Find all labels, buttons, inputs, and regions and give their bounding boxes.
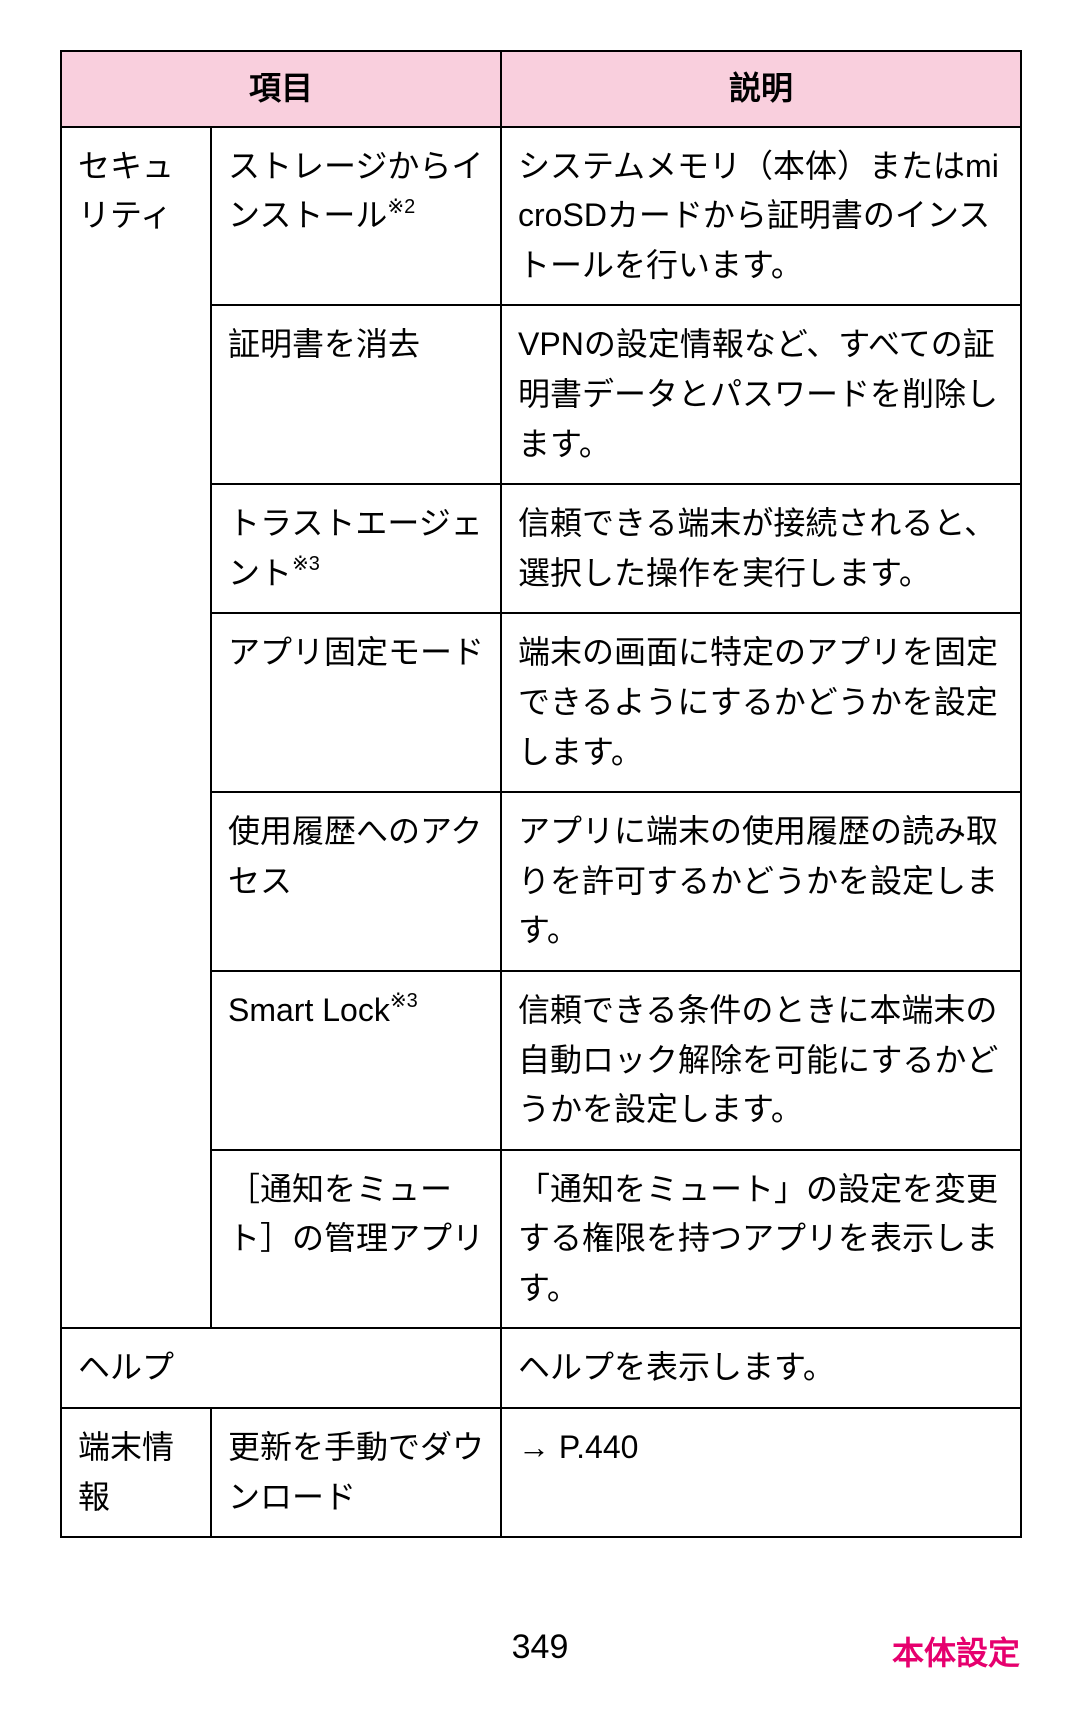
item-cell: ストレージからインストール※2 xyxy=(211,127,501,306)
desc-cell: 信頼できる端末が接続されると、選択した操作を実行します。 xyxy=(501,484,1021,613)
header-description: 説明 xyxy=(501,51,1021,127)
item-label: 証明書を消去 xyxy=(228,326,420,362)
desc-cell: 端末の画面に特定のアプリを固定できるようにするかどうかを設定します。 xyxy=(501,613,1021,792)
item-label: ［通知をミュート］の管理アプリ xyxy=(228,1171,484,1257)
help-item: ヘルプ xyxy=(61,1328,501,1408)
item-sup: ※2 xyxy=(387,196,415,218)
item-label: Smart Lock xyxy=(228,992,390,1028)
item-cell: トラストエージェント※3 xyxy=(211,484,501,613)
desc-cell: アプリに端末の使用履歴の読み取りを許可するかどうかを設定します。 xyxy=(501,792,1021,971)
desc-cell: VPNの設定情報など、すべての証明書データとパスワードを削除します。 xyxy=(501,305,1021,484)
settings-table-container: 項目 説明 セキュリティ ストレージからインストール※2 システムメモリ（本体）… xyxy=(60,50,1020,1538)
item-sup: ※3 xyxy=(292,553,320,575)
item-label: ストレージからインストール xyxy=(228,148,483,234)
desc-cell: 信頼できる条件のときに本端末の自動ロック解除を可能にするかどうかを設定します。 xyxy=(501,971,1021,1150)
update-desc: → P.440 xyxy=(501,1408,1021,1537)
header-item: 項目 xyxy=(61,51,501,127)
item-cell: Smart Lock※3 xyxy=(211,971,501,1150)
desc-cell: システムメモリ（本体）またはmicroSDカードから証明書のインストールを行いま… xyxy=(501,127,1021,306)
help-desc: ヘルプを表示します。 xyxy=(501,1328,1021,1408)
table-row-help: ヘルプ ヘルプを表示します。 xyxy=(61,1328,1021,1408)
desc-cell: 「通知をミュート」の設定を変更する権限を持つアプリを表示します。 xyxy=(501,1150,1021,1329)
item-label: 使用履歴へのアクセス xyxy=(228,813,482,899)
category-security: セキュリティ xyxy=(61,127,211,1329)
page-footer: 349 本体設定 xyxy=(0,1628,1080,1688)
table-header-row: 項目 説明 xyxy=(61,51,1021,127)
item-cell: 使用履歴へのアクセス xyxy=(211,792,501,971)
item-sup: ※3 xyxy=(390,990,418,1012)
item-label: アプリ固定モード xyxy=(228,634,484,670)
table-row: セキュリティ ストレージからインストール※2 システムメモリ（本体）またはmic… xyxy=(61,127,1021,306)
category-device-info: 端末情報 xyxy=(61,1408,211,1537)
page-number: 349 xyxy=(512,1628,569,1667)
update-item: 更新を手動でダウンロード xyxy=(211,1408,501,1537)
section-label: 本体設定 xyxy=(892,1628,1020,1674)
item-cell: アプリ固定モード xyxy=(211,613,501,792)
item-cell: 証明書を消去 xyxy=(211,305,501,484)
item-cell: ［通知をミュート］の管理アプリ xyxy=(211,1150,501,1329)
table-row-update: 端末情報 更新を手動でダウンロード → P.440 xyxy=(61,1408,1021,1537)
item-label: トラストエージェント xyxy=(228,505,483,591)
settings-table: 項目 説明 セキュリティ ストレージからインストール※2 システムメモリ（本体）… xyxy=(60,50,1022,1538)
